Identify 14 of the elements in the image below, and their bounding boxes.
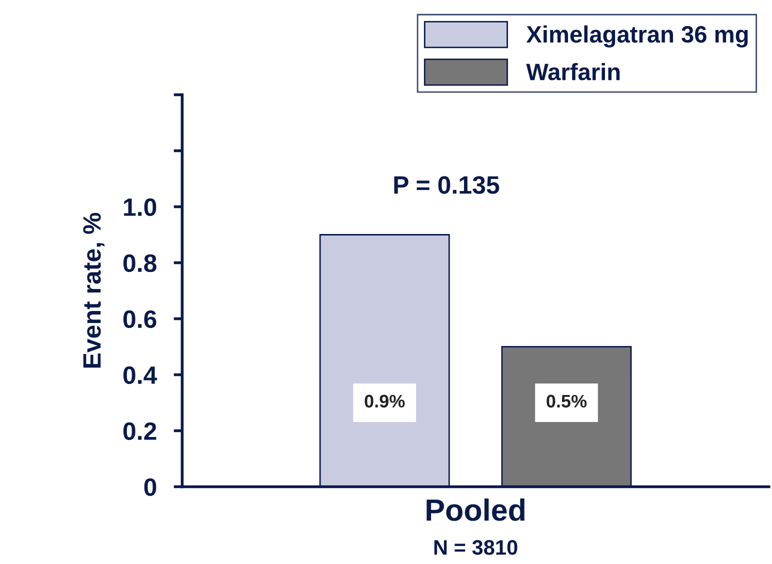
y-tick-label: 0 — [144, 478, 156, 496]
annotation: P = 0.135 — [394, 176, 500, 194]
legend-label: Warfarin — [526, 62, 620, 80]
x-tick-label: Pooled — [426, 498, 524, 521]
y-tick-label: 0.8 — [123, 254, 156, 272]
legend-label: Ximelagatran 36 mg — [526, 25, 748, 48]
data-label: 0.9% — [364, 394, 405, 408]
x-axis-title: N = 3810 — [434, 540, 518, 555]
y-tick-label: 1.0 — [124, 198, 156, 216]
y-tick-label: 0.4 — [123, 366, 158, 384]
y-axis-title: Event rate, % — [83, 212, 104, 368]
data-label: 0.5% — [546, 394, 587, 408]
y-tick-label: 0.6 — [123, 310, 156, 328]
y-tick-label: 0.2 — [123, 422, 156, 440]
